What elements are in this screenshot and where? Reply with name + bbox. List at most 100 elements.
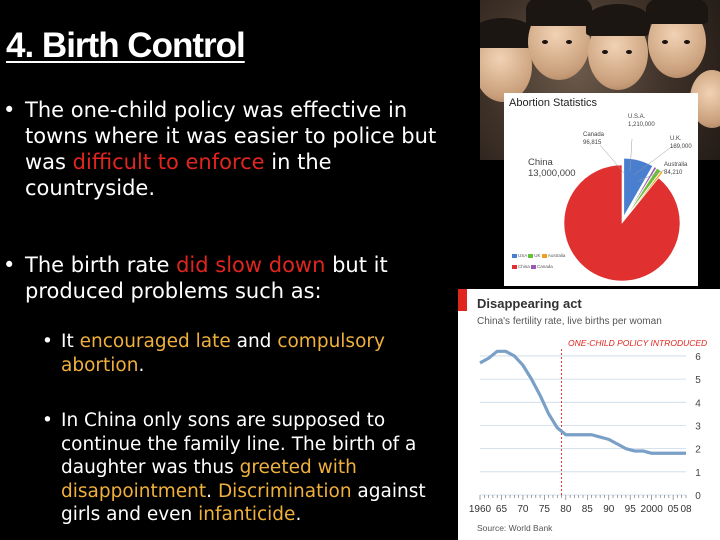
- bullet-marker: •: [3, 98, 16, 122]
- pie-slice-australia: [626, 170, 664, 218]
- pie-slice-usa: [623, 157, 654, 218]
- highlight-greeted-with: greeted with: [239, 457, 357, 478]
- child-eye: [566, 40, 572, 44]
- label-name: Australia: [664, 162, 688, 168]
- text-span: .: [138, 354, 145, 376]
- sub-bullet-sons: • In China only sons are supposed to con…: [42, 409, 453, 527]
- x-tick-label: 65: [496, 504, 508, 515]
- x-tick-label: 75: [539, 504, 551, 515]
- bullet-line: continue the family line. The birth of a: [61, 433, 417, 455]
- label-australia: Australia 84,210: [664, 161, 687, 177]
- legend-item: USA: [512, 253, 527, 258]
- bullet-birth-rate: • The birth rate did slow down but it pr…: [3, 252, 455, 304]
- children-photo: [480, 0, 720, 160]
- fertility-rate-chart: Disappearing act China's fertility rate,…: [458, 289, 720, 540]
- bullet-line: produced problems such as:: [25, 279, 322, 303]
- leader-line: [629, 138, 633, 172]
- child-hair: [586, 4, 650, 36]
- x-tick-label: 70: [517, 504, 529, 515]
- line-chart-source: Source: World Bank: [477, 523, 553, 533]
- label-china: China 13,000,000: [528, 157, 576, 179]
- legend-item: China: [512, 264, 530, 269]
- bullet-line: It encouraged late and compulsory: [61, 330, 451, 354]
- text-span: in the: [264, 150, 332, 174]
- label-name: U.S.A.: [628, 114, 646, 120]
- child-hair: [526, 0, 592, 26]
- bullet-line: The birth rate did slow down but it: [25, 252, 455, 278]
- y-tick-label: 6: [695, 352, 701, 363]
- line-chart-svg: 0 1 2 3 4 5 6 1960 65 70 75 80 85 90 95 2000 05 08 ONE-CHI…: [469, 338, 707, 515]
- accent-bar: [458, 289, 467, 311]
- text-span: .: [295, 504, 302, 525]
- legend-item: UK: [528, 253, 541, 258]
- leader-line: [637, 168, 668, 182]
- sub-bullet-abortion: • It encouraged late and compulsory abor…: [42, 330, 451, 378]
- bullet-line: girls and even infanticide.: [61, 503, 453, 527]
- bullet-line: The one-child policy was effective in: [25, 98, 408, 122]
- text-span: against: [351, 480, 426, 502]
- label-uk: U.K. 189,000: [670, 135, 692, 151]
- bullet-marker: •: [42, 410, 53, 431]
- x-tick-label: 85: [582, 504, 594, 515]
- legend-item: Australia: [541, 253, 566, 258]
- highlight-disappointment: disappointment: [61, 480, 207, 502]
- child-hair: [646, 0, 708, 24]
- x-tick-label: 90: [603, 504, 615, 515]
- label-name: U.K.: [670, 136, 682, 142]
- bullet-line: disappointment. Discrimination against: [61, 480, 453, 504]
- y-tick-label: 1: [695, 468, 701, 479]
- y-tick-label: 5: [695, 375, 701, 386]
- x-tick-label: 1960: [469, 504, 492, 515]
- line-chart-title: Disappearing act: [477, 296, 582, 311]
- label-value: 189,000: [670, 144, 692, 150]
- x-tick-label: 08: [680, 504, 692, 515]
- highlight-difficult-to-enforce: difficult to enforce: [72, 150, 265, 174]
- bullet-marker: •: [42, 331, 53, 352]
- legend-label: China: [518, 264, 530, 269]
- pie-chart-title: Abortion Statistics: [509, 97, 598, 109]
- label-canada: Canada 96,815: [583, 131, 604, 147]
- fertility-rate-line: [479, 349, 686, 455]
- policy-annotation: ONE-CHILD POLICY INTRODUCED: [568, 338, 707, 348]
- text-span: It: [61, 331, 80, 352]
- child-eye: [626, 50, 632, 54]
- child-eye: [602, 50, 608, 54]
- y-tick-label: 3: [695, 421, 701, 432]
- highlight-discrimination: Discrimination: [217, 480, 352, 502]
- bullet-one-child-policy: • The one-child policy was effective in …: [3, 97, 475, 201]
- y-tick-label: 4: [695, 398, 701, 409]
- bullet-line: countryside.: [25, 176, 156, 200]
- y-tick-label: 2: [695, 445, 701, 456]
- child-eye: [684, 40, 690, 44]
- line-chart-subtitle: China's fertility rate, live births per …: [477, 316, 662, 327]
- highlight-compulsory: compulsory: [277, 331, 385, 352]
- pie-slice-canada: [625, 166, 657, 218]
- child-hair: [480, 18, 534, 48]
- x-tick-label: 2000: [641, 504, 664, 515]
- text-span: was: [25, 150, 73, 174]
- bullet-line: was difficult to enforce in the: [25, 149, 475, 175]
- x-tick-label: 05: [668, 504, 680, 515]
- y-tick-label: 0: [695, 491, 701, 502]
- pie-chart-svg: [563, 138, 681, 282]
- label-name: Canada: [583, 132, 605, 138]
- pie-slice-uk: [625, 167, 662, 218]
- label-name: China: [528, 157, 553, 168]
- pie-legend: China Canada: [512, 264, 592, 269]
- legend-label: Australia: [547, 253, 566, 258]
- highlight-encouraged-late: encouraged late: [79, 331, 231, 352]
- bullet-line: abortion.: [61, 354, 451, 378]
- label-value: 13,000,000: [528, 168, 576, 179]
- bullet-line: daughter was thus greeted with: [61, 456, 453, 480]
- highlight-infanticide: infanticide: [198, 504, 296, 525]
- highlight-abortion: abortion: [61, 354, 139, 376]
- legend-label: Canada: [537, 264, 553, 269]
- x-tick-label: 95: [625, 504, 637, 515]
- bullet-marker: •: [3, 253, 16, 277]
- bullet-line: In China only sons are supposed to: [61, 410, 386, 431]
- highlight-did-slow-down: did slow down: [176, 253, 326, 277]
- slide-title: 4. Birth Control: [6, 26, 246, 65]
- text-span: daughter was thus: [61, 457, 240, 478]
- child-eye: [542, 40, 548, 44]
- pie-slice-china: [563, 164, 681, 282]
